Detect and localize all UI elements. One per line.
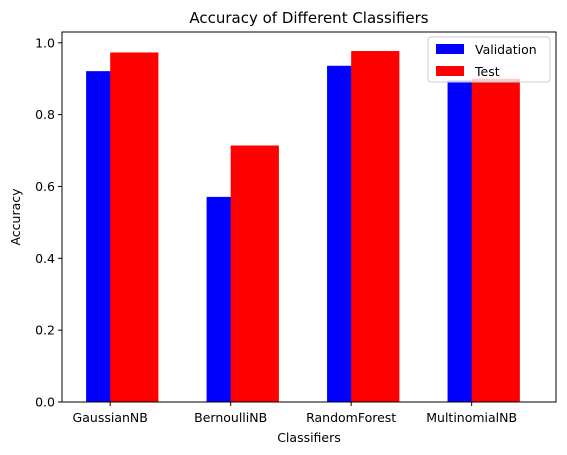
legend: Validation Test	[427, 36, 551, 83]
chart-title: Accuracy of Different Classifiers	[189, 9, 428, 27]
legend-label-validation: Validation	[475, 42, 537, 57]
bar-test-bernoullinb	[230, 145, 279, 402]
y-tick-label: 1.0	[35, 35, 55, 50]
y-tick-label: 0.2	[35, 323, 55, 338]
bar-test-gaussiannb	[110, 52, 159, 402]
legend-swatch-validation	[436, 44, 464, 54]
y-tick-label: 0.6	[35, 179, 55, 194]
x-axis-label: Classifiers	[277, 430, 341, 445]
bar-test-multinomialnb	[471, 78, 520, 402]
x-tick-label-randomforest: RandomForest	[306, 410, 396, 425]
y-axis-label: Accuracy	[8, 188, 23, 246]
y-tick-label: 0.8	[35, 107, 55, 122]
legend-swatch-test	[436, 66, 464, 76]
x-axis-ticks: GaussianNB BernoulliNB RandomForest Multino…	[73, 402, 517, 425]
x-tick-label-gaussiannb: GaussianNB	[73, 410, 148, 425]
bar-test-randomforest	[351, 51, 400, 402]
plot-frame	[61, 31, 557, 403]
y-axis-ticks: 0.0 0.2 0.4 0.6 0.8 1.0	[35, 35, 62, 410]
bars-group	[86, 51, 520, 403]
y-tick-label: 0.0	[35, 395, 55, 410]
x-tick-label-multinomialnb: MultinomialNB	[426, 410, 517, 425]
y-tick-label: 0.4	[35, 251, 55, 266]
x-tick-label-bernoullinb: BernoulliNB	[194, 410, 267, 425]
legend-label-test: Test	[474, 64, 500, 79]
